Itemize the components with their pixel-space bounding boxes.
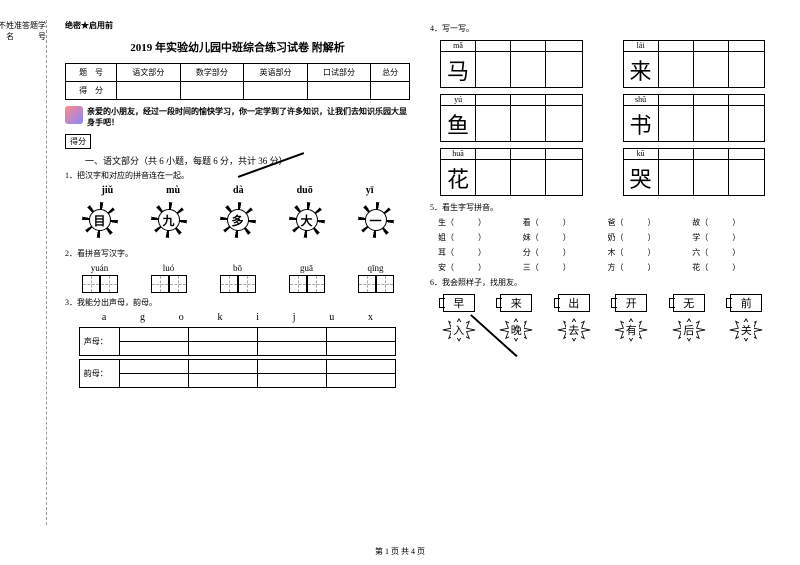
exam-title: 2019 年实验幼儿园中班综合练习试卷 附解析 <box>65 39 410 55</box>
q2-row: yuán luó bō guā qīng <box>65 263 410 293</box>
binding-strip: 学号 题 答 准 姓名 不 内 班级 线 封 学校 密 <box>12 20 47 525</box>
char-card: huā花 <box>440 148 583 196</box>
q1-pinyin-row: jiǔ mù dà duō yī <box>75 185 400 196</box>
secret-label: 绝密★启用前 <box>65 20 410 31</box>
sun: 一 <box>356 200 396 240</box>
flag: 无 <box>673 294 705 312</box>
burst: 晚 <box>499 318 533 342</box>
burst: 入 <box>442 318 476 342</box>
char-card: yú鱼 <box>440 94 583 142</box>
column-right: 4．写一写。 mǎ马 lái来 yú鱼 shū书 huā花 kū哭 5．看生字写拼音。 生… <box>430 20 775 525</box>
burst: 后 <box>672 318 706 342</box>
char-card: shū书 <box>623 94 766 142</box>
flag: 出 <box>558 294 590 312</box>
q3-letters: agokijux <box>85 312 390 323</box>
mascot-icon <box>65 106 83 124</box>
section-heading: 一、语文部分（共 6 小题，每题 6 分，共计 36 分） <box>85 154 410 167</box>
q3-text: 3．我能分出声母，韵母。 <box>65 297 410 308</box>
char-card: kū哭 <box>623 148 766 196</box>
q5-text: 5．看生字写拼音。 <box>430 202 775 213</box>
q4-text: 4．写一写。 <box>430 23 775 34</box>
sun: 大 <box>287 200 327 240</box>
char-card: mǎ马 <box>440 40 583 88</box>
burst: 去 <box>557 318 591 342</box>
q6-bot: 入晚去有后关 <box>430 318 775 342</box>
column-left: 绝密★启用前 2019 年实验幼儿园中班综合练习试卷 附解析 题 号 语文部分 … <box>65 20 410 525</box>
score-box: 得分 <box>65 134 91 149</box>
flag: 来 <box>500 294 532 312</box>
binding-label: 学号 <box>38 20 46 525</box>
sound-table: 韵母： <box>79 359 396 388</box>
sun: 九 <box>149 200 189 240</box>
flag: 早 <box>443 294 475 312</box>
q6-text: 6．我会照样子，找朋友。 <box>430 277 775 288</box>
q5-list: 生（ ）看（ ）爸（ ）故（ ）姐（ ）妹（ ）奶（ ）学（ ）耳（ ）分（ ）… <box>438 217 767 273</box>
flag: 前 <box>730 294 762 312</box>
burst: 关 <box>729 318 763 342</box>
flag: 开 <box>615 294 647 312</box>
burst: 有 <box>614 318 648 342</box>
q1-suns: 目 九 多 大 一 <box>65 200 410 240</box>
q6-top: 早来出开无前 <box>430 294 775 312</box>
q2-text: 2．看拼音写汉字。 <box>65 248 410 259</box>
q4-grid: mǎ马 lái来 yú鱼 shū书 huā花 kū哭 <box>430 40 775 196</box>
page-footer: 第 1 页 共 4 页 <box>0 546 800 557</box>
note: 亲爱的小朋友，经过一段时间的愉快学习，你一定学到了许多知识，让我们去知识乐园大显… <box>65 106 410 128</box>
char-card: lái来 <box>623 40 766 88</box>
sound-table: 声母： <box>79 327 396 356</box>
score-table: 题 号 语文部分 数学部分 英语部分 口试部分 总分 得 分 <box>65 63 410 100</box>
sun: 多 <box>218 200 258 240</box>
sun: 目 <box>80 200 120 240</box>
